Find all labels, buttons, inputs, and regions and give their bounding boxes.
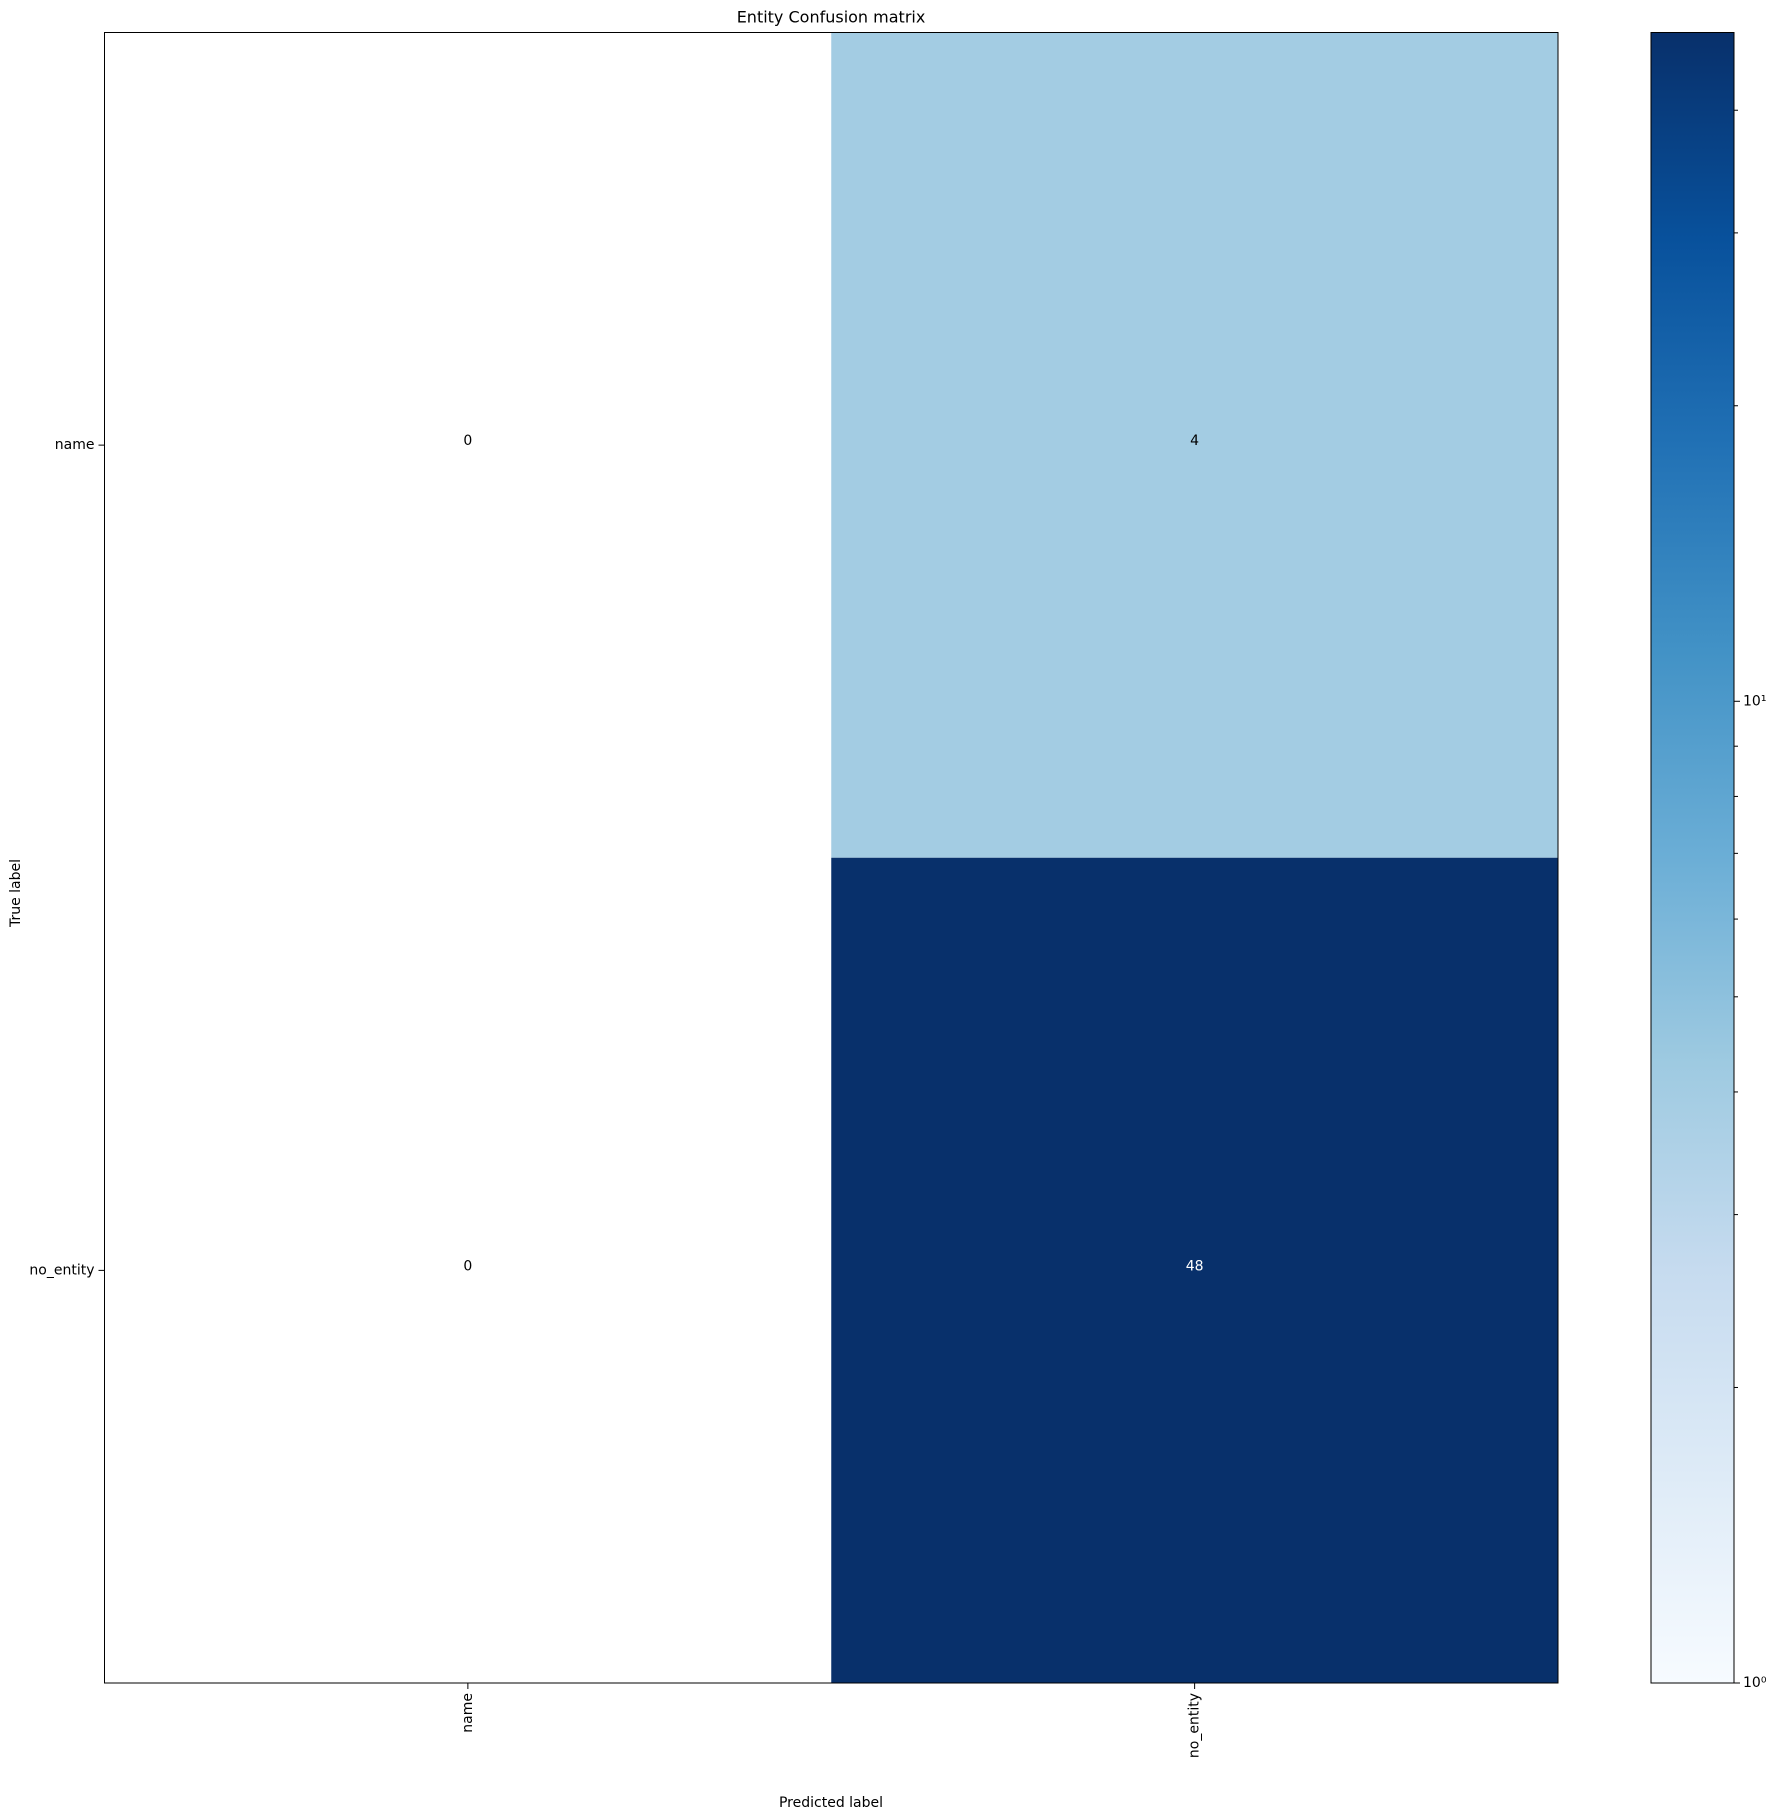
cell-value-label: 4 (1190, 433, 1199, 449)
cell-value-label: 0 (463, 1258, 472, 1274)
heatmap-cell (831, 857, 1558, 1683)
heatmap-cell (104, 32, 832, 858)
colorbar-tick-label: 10⁰ (1743, 1675, 1767, 1691)
heatmap-cell (831, 32, 1558, 858)
x-tick-label: no_entity (1187, 1693, 1203, 1758)
cell-value-label: 48 (1186, 1258, 1204, 1274)
plot-frame (104, 32, 1559, 1684)
heatmap-cell (104, 857, 832, 1683)
y-axis-label: True label (8, 859, 24, 928)
cell-value-label: 0 (463, 433, 472, 449)
y-tick-label: no_entity (29, 1262, 94, 1278)
colorbar (1650, 32, 1735, 1684)
chart-title: Entity Confusion matrix (737, 8, 926, 27)
colorbar-tick-label: 10¹ (1743, 693, 1766, 709)
x-tick-label: name (460, 1693, 476, 1733)
y-tick-label: name (55, 437, 95, 453)
x-axis-label: Predicted label (779, 1795, 883, 1811)
